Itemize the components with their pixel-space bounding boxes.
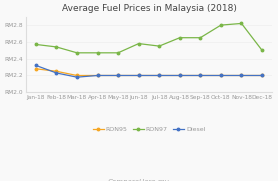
RON97: [55, 46, 58, 48]
RON95: [96, 74, 99, 77]
Diesel: [116, 74, 120, 77]
RON95: [219, 74, 223, 77]
RON97: [158, 45, 161, 47]
RON97: [219, 24, 223, 26]
RON97: [96, 52, 99, 54]
RON95: [137, 74, 140, 77]
Diesel: [137, 74, 140, 77]
RON95: [34, 68, 38, 70]
RON97: [137, 43, 140, 45]
Title: Average Fuel Prices in Malaysia (2018): Average Fuel Prices in Malaysia (2018): [61, 4, 236, 13]
Line: RON95: RON95: [34, 68, 263, 77]
Diesel: [199, 74, 202, 77]
Diesel: [34, 64, 38, 66]
Diesel: [75, 76, 79, 78]
Diesel: [260, 74, 264, 77]
RON97: [34, 43, 38, 45]
RON95: [260, 74, 264, 77]
RON97: [199, 37, 202, 39]
Legend: RON95, RON97, Diesel: RON95, RON97, Diesel: [90, 124, 208, 134]
Line: Diesel: Diesel: [34, 64, 263, 78]
Diesel: [158, 74, 161, 77]
Diesel: [178, 74, 182, 77]
RON95: [240, 74, 243, 77]
Text: CompareHero.my: CompareHero.my: [108, 179, 170, 181]
RON95: [55, 70, 58, 72]
RON97: [260, 49, 264, 51]
RON97: [178, 37, 182, 39]
Line: RON97: RON97: [34, 22, 263, 54]
Diesel: [219, 74, 223, 77]
RON95: [75, 74, 79, 77]
Diesel: [55, 72, 58, 74]
RON95: [178, 74, 182, 77]
Diesel: [96, 74, 99, 77]
RON95: [158, 74, 161, 77]
RON97: [240, 22, 243, 24]
RON95: [116, 74, 120, 77]
Diesel: [240, 74, 243, 77]
RON97: [116, 52, 120, 54]
RON95: [199, 74, 202, 77]
RON97: [75, 52, 79, 54]
